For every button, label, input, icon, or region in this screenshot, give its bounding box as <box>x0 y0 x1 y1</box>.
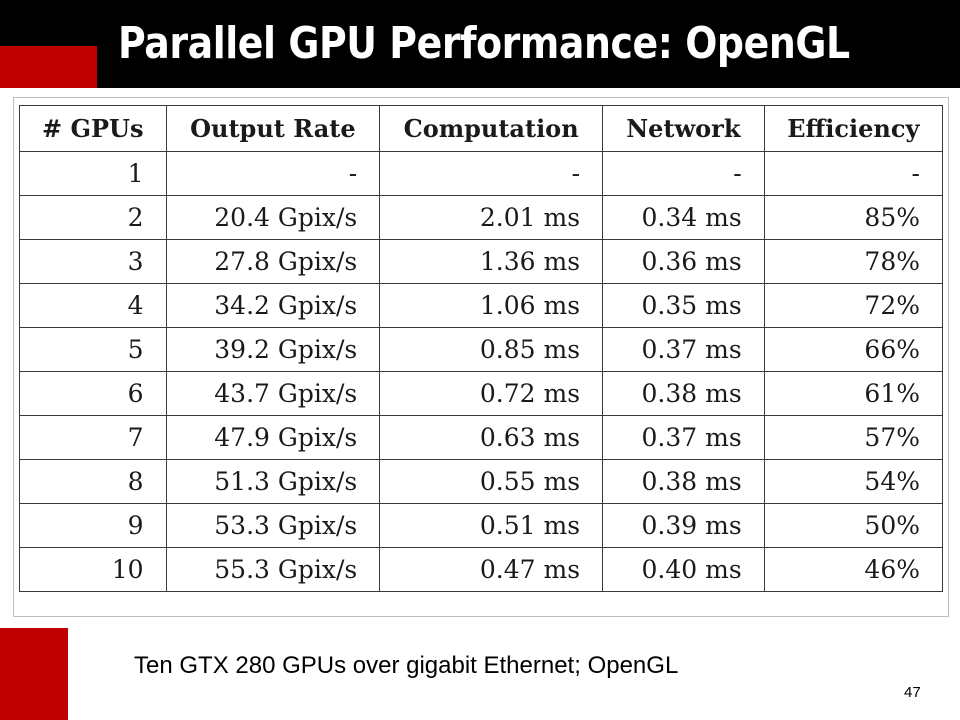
table-row: 4 34.2 Gpix/s 1.06 ms 0.35 ms 72% <box>19 283 944 328</box>
table-row: 3 27.8 Gpix/s 1.36 ms 0.36 ms 78% <box>19 239 944 284</box>
slide-title: Parallel GPU Performance: OpenGL <box>118 18 850 69</box>
cell-efficiency: 61% <box>763 371 944 416</box>
cell-gpus: 1 <box>19 151 167 196</box>
cell-output-rate: 34.2 Gpix/s <box>165 283 381 328</box>
cell-network: 0.39 ms <box>602 503 765 548</box>
cell-efficiency: 72% <box>763 283 944 328</box>
table-container: # GPUs Output Rate Computation Network E… <box>13 97 949 617</box>
cell-network: 0.38 ms <box>602 371 765 416</box>
table-row: 6 43.7 Gpix/s 0.72 ms 0.38 ms 61% <box>19 371 944 416</box>
cell-efficiency: 57% <box>763 415 944 460</box>
cell-efficiency: 54% <box>763 459 944 504</box>
cell-network: 0.38 ms <box>602 459 765 504</box>
cell-network: 0.40 ms <box>602 547 765 592</box>
cell-network: 0.34 ms <box>602 195 765 240</box>
cell-network: 0.37 ms <box>602 327 765 372</box>
header-network: Network <box>602 105 765 152</box>
cell-efficiency: 46% <box>763 547 944 592</box>
cell-gpus: 5 <box>19 327 167 372</box>
table-row: 8 51.3 Gpix/s 0.55 ms 0.38 ms 54% <box>19 459 944 504</box>
performance-table: # GPUs Output Rate Computation Network E… <box>19 105 944 592</box>
cell-output-rate: 27.8 Gpix/s <box>165 239 381 284</box>
table-row: 5 39.2 Gpix/s 0.85 ms 0.37 ms 66% <box>19 327 944 372</box>
page-number: 47 <box>904 684 921 701</box>
cell-computation: 0.55 ms <box>379 459 604 504</box>
slide-caption: Ten GTX 280 GPUs over gigabit Ethernet; … <box>134 652 679 679</box>
table-row: 2 20.4 Gpix/s 2.01 ms 0.34 ms 85% <box>19 195 944 240</box>
cell-efficiency: 78% <box>763 239 944 284</box>
header-computation: Computation <box>379 105 604 152</box>
cell-output-rate: 20.4 Gpix/s <box>165 195 381 240</box>
cell-output-rate: 39.2 Gpix/s <box>165 327 381 372</box>
red-accent-top <box>0 46 97 88</box>
cell-gpus: 4 <box>19 283 167 328</box>
cell-computation: 0.85 ms <box>379 327 604 372</box>
cell-computation: 0.63 ms <box>379 415 604 460</box>
table-row: 10 55.3 Gpix/s 0.47 ms 0.40 ms 46% <box>19 547 944 592</box>
cell-computation: - <box>379 151 604 196</box>
table-header-row: # GPUs Output Rate Computation Network E… <box>19 105 944 152</box>
red-accent-bottom <box>0 628 68 720</box>
cell-computation: 1.06 ms <box>379 283 604 328</box>
cell-computation: 0.47 ms <box>379 547 604 592</box>
cell-gpus: 7 <box>19 415 167 460</box>
cell-efficiency: 85% <box>763 195 944 240</box>
cell-gpus: 6 <box>19 371 167 416</box>
cell-output-rate: 51.3 Gpix/s <box>165 459 381 504</box>
cell-gpus: 9 <box>19 503 167 548</box>
cell-output-rate: 53.3 Gpix/s <box>165 503 381 548</box>
cell-output-rate: 55.3 Gpix/s <box>165 547 381 592</box>
table-row: 9 53.3 Gpix/s 0.51 ms 0.39 ms 50% <box>19 503 944 548</box>
table-row: 1---- <box>19 151 944 196</box>
cell-computation: 0.51 ms <box>379 503 604 548</box>
cell-output-rate: 43.7 Gpix/s <box>165 371 381 416</box>
header-efficiency: Efficiency <box>763 105 944 152</box>
cell-gpus: 3 <box>19 239 167 284</box>
table-body: 1- - - -2 20.4 Gpix/s 2.01 ms 0.34 ms 85% 3 27.8 … <box>19 151 944 592</box>
cell-computation: 1.36 ms <box>379 239 604 284</box>
cell-efficiency: 50% <box>763 503 944 548</box>
cell-network: - <box>602 151 765 196</box>
cell-efficiency: 66% <box>763 327 944 372</box>
cell-network: 0.35 ms <box>602 283 765 328</box>
header-gpus: # GPUs <box>19 105 167 152</box>
cell-computation: 0.72 ms <box>379 371 604 416</box>
title-bar <box>0 0 960 88</box>
header-output-rate: Output Rate <box>165 105 381 152</box>
cell-gpus: 10 <box>19 547 167 592</box>
cell-output-rate: - <box>165 151 381 196</box>
cell-gpus: 8 <box>19 459 167 504</box>
cell-efficiency: - <box>763 151 944 196</box>
cell-computation: 2.01 ms <box>379 195 604 240</box>
cell-gpus: 2 <box>19 195 167 240</box>
cell-output-rate: 47.9 Gpix/s <box>165 415 381 460</box>
cell-network: 0.36 ms <box>602 239 765 284</box>
cell-network: 0.37 ms <box>602 415 765 460</box>
table-row: 7 47.9 Gpix/s 0.63 ms 0.37 ms 57% <box>19 415 944 460</box>
